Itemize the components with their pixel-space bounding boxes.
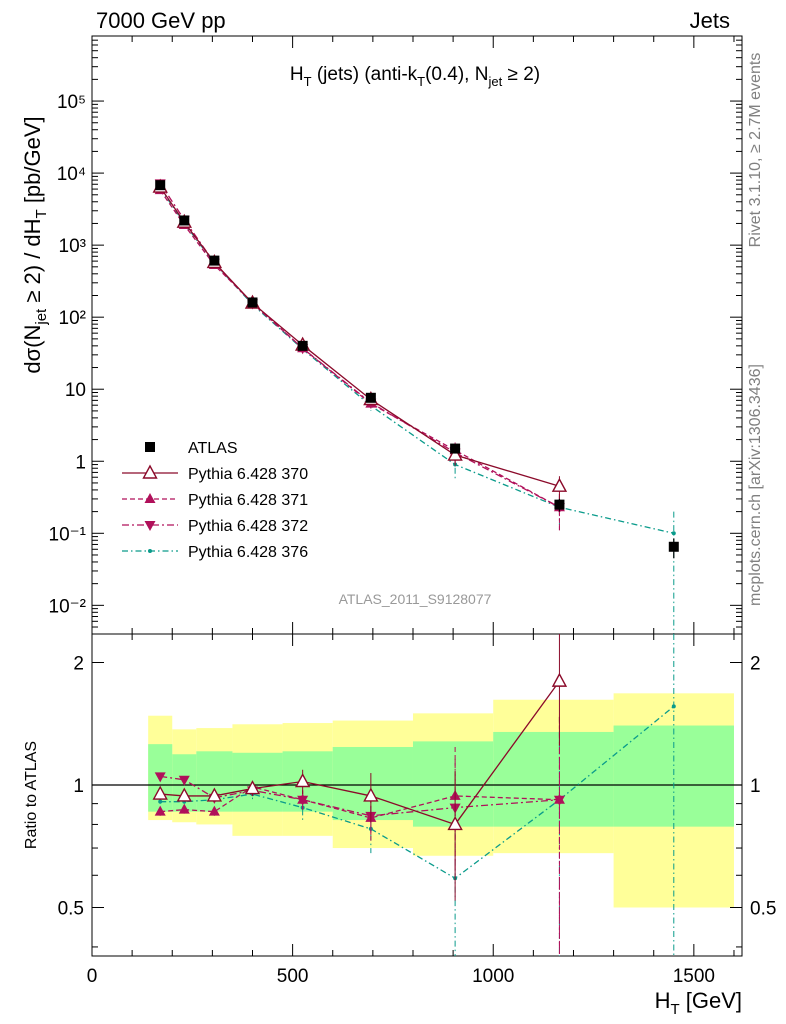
main-plot-panel: 10⁻² 10⁻¹ 1 10 10² 10³ 10⁴ 10⁵ HT (jets) (anti-… [20, 35, 743, 635]
legend-label: Pythia 6.428 372 [188, 518, 308, 535]
ratio-point [176, 787, 192, 802]
mcplots-reference-text: mcplots.cern.ch [arXiv:1306.3436] [747, 364, 764, 606]
data-point [551, 477, 568, 492]
legend-marker [142, 464, 158, 479]
y-tick-label: 10⁻² [49, 596, 87, 617]
ratio-point [178, 803, 190, 814]
ratio-y-tick-label: 2 [73, 654, 84, 675]
ratio-point [154, 805, 166, 816]
x-tick-label: 500 [277, 966, 309, 987]
band-bin [232, 752, 283, 812]
y-tick-label: 1 [75, 452, 86, 473]
ratio-point [553, 793, 565, 804]
data-point [450, 443, 461, 454]
ratio-ticks [91, 634, 742, 956]
x-tick-label: 1000 [472, 966, 514, 987]
header-process: Jets [690, 8, 730, 33]
y-tick-label: 10⁵ [57, 92, 86, 113]
band-bin [412, 741, 494, 827]
ratio-point [154, 772, 166, 783]
ratio-point [208, 805, 220, 816]
legend-marker [144, 493, 156, 503]
x-axis-label: HT [GeV] [655, 988, 742, 1018]
ratio-y-tick-label-right: 0.5 [750, 898, 776, 919]
header-energy: 7000 GeV pp [96, 8, 226, 33]
main-y-axis-label: dσ(Njet ≥ 2) / dHT [pb/GeV] [20, 116, 50, 373]
data-point [247, 297, 258, 308]
band-bin [282, 751, 333, 812]
band-bin [332, 746, 413, 821]
legend-marker [144, 521, 156, 531]
chart-title: HT (jets) (anti-kT(0.4), Njet ≥ 2) [290, 64, 540, 89]
analysis-id: ATLAS_2011_S9128077 [339, 591, 492, 607]
legend-marker [148, 549, 152, 553]
y-tick-label: 10 [65, 380, 86, 401]
data-point [155, 180, 166, 191]
ratio-y-axis-label: Ratio to ATLAS [23, 741, 40, 849]
ratio-point [297, 793, 309, 804]
main-series [152, 178, 679, 634]
ratio-point [363, 787, 379, 802]
data-point [365, 392, 376, 403]
legend-label: Pythia 6.428 371 [188, 492, 308, 509]
ratio-point [178, 775, 190, 786]
data-point [179, 215, 190, 226]
ratio-tick-labels: 0.5 0.5 1 1 2 2 0 500 1000 1500 [58, 654, 777, 987]
uncertainty-bands [148, 693, 734, 908]
ratio-point [671, 704, 676, 709]
data-point [447, 446, 463, 461]
ratio-point [447, 815, 463, 831]
data-point [554, 499, 565, 510]
y-tick-label: 10² [59, 308, 86, 329]
ratio-point [294, 773, 311, 788]
data-point [209, 255, 220, 266]
ratio-point [206, 787, 223, 802]
rivet-version-text: Rivet 3.1.10, ≥ 2.7M events [747, 53, 764, 248]
ratio-y-tick-label: 0.5 [58, 898, 84, 919]
legend-label: Pythia 6.428 376 [188, 544, 308, 561]
ratio-plot-frame [91, 633, 743, 957]
series-line [159, 183, 560, 508]
ratio-point [152, 785, 168, 800]
legend: ATLAS Pythia 6.428 370 Pythia 6.428 371 Pyt… [122, 440, 308, 561]
ratio-point [158, 799, 163, 804]
y-tick-label: 10³ [59, 236, 86, 257]
main-y-tick-labels: 10⁻² 10⁻¹ 1 10 10² 10³ 10⁴ 10⁵ [49, 92, 87, 617]
ratio-y-tick-label-right: 1 [750, 776, 761, 797]
data-point [668, 541, 679, 552]
x-tick-label: 0 [87, 966, 98, 987]
x-tick-label: 1500 [673, 966, 715, 987]
series-line [159, 189, 560, 508]
ratio-plot-panel: 0.5 0.5 1 1 2 2 0 500 1000 1500 Ratio to ATLAS HT… [23, 633, 777, 1018]
legend-marker [145, 442, 155, 452]
legend-label: Pythia 6.428 370 [188, 466, 308, 483]
y-tick-label: 10⁴ [57, 164, 86, 185]
ratio-line [160, 680, 560, 826]
main-y-ticks [91, 35, 742, 635]
data-point [671, 531, 676, 536]
ratio-point [551, 672, 568, 687]
ratio-line [160, 775, 560, 817]
ratio-point [244, 780, 261, 795]
legend-label: ATLAS [188, 440, 238, 457]
ratio-series [152, 634, 676, 956]
ratio-y-tick-label-right: 2 [750, 654, 761, 675]
ratio-y-tick-label: 1 [73, 776, 84, 797]
y-tick-label: 10⁻¹ [49, 524, 87, 545]
band-bin [493, 731, 614, 827]
series-line [159, 186, 560, 487]
data-point [297, 340, 308, 351]
